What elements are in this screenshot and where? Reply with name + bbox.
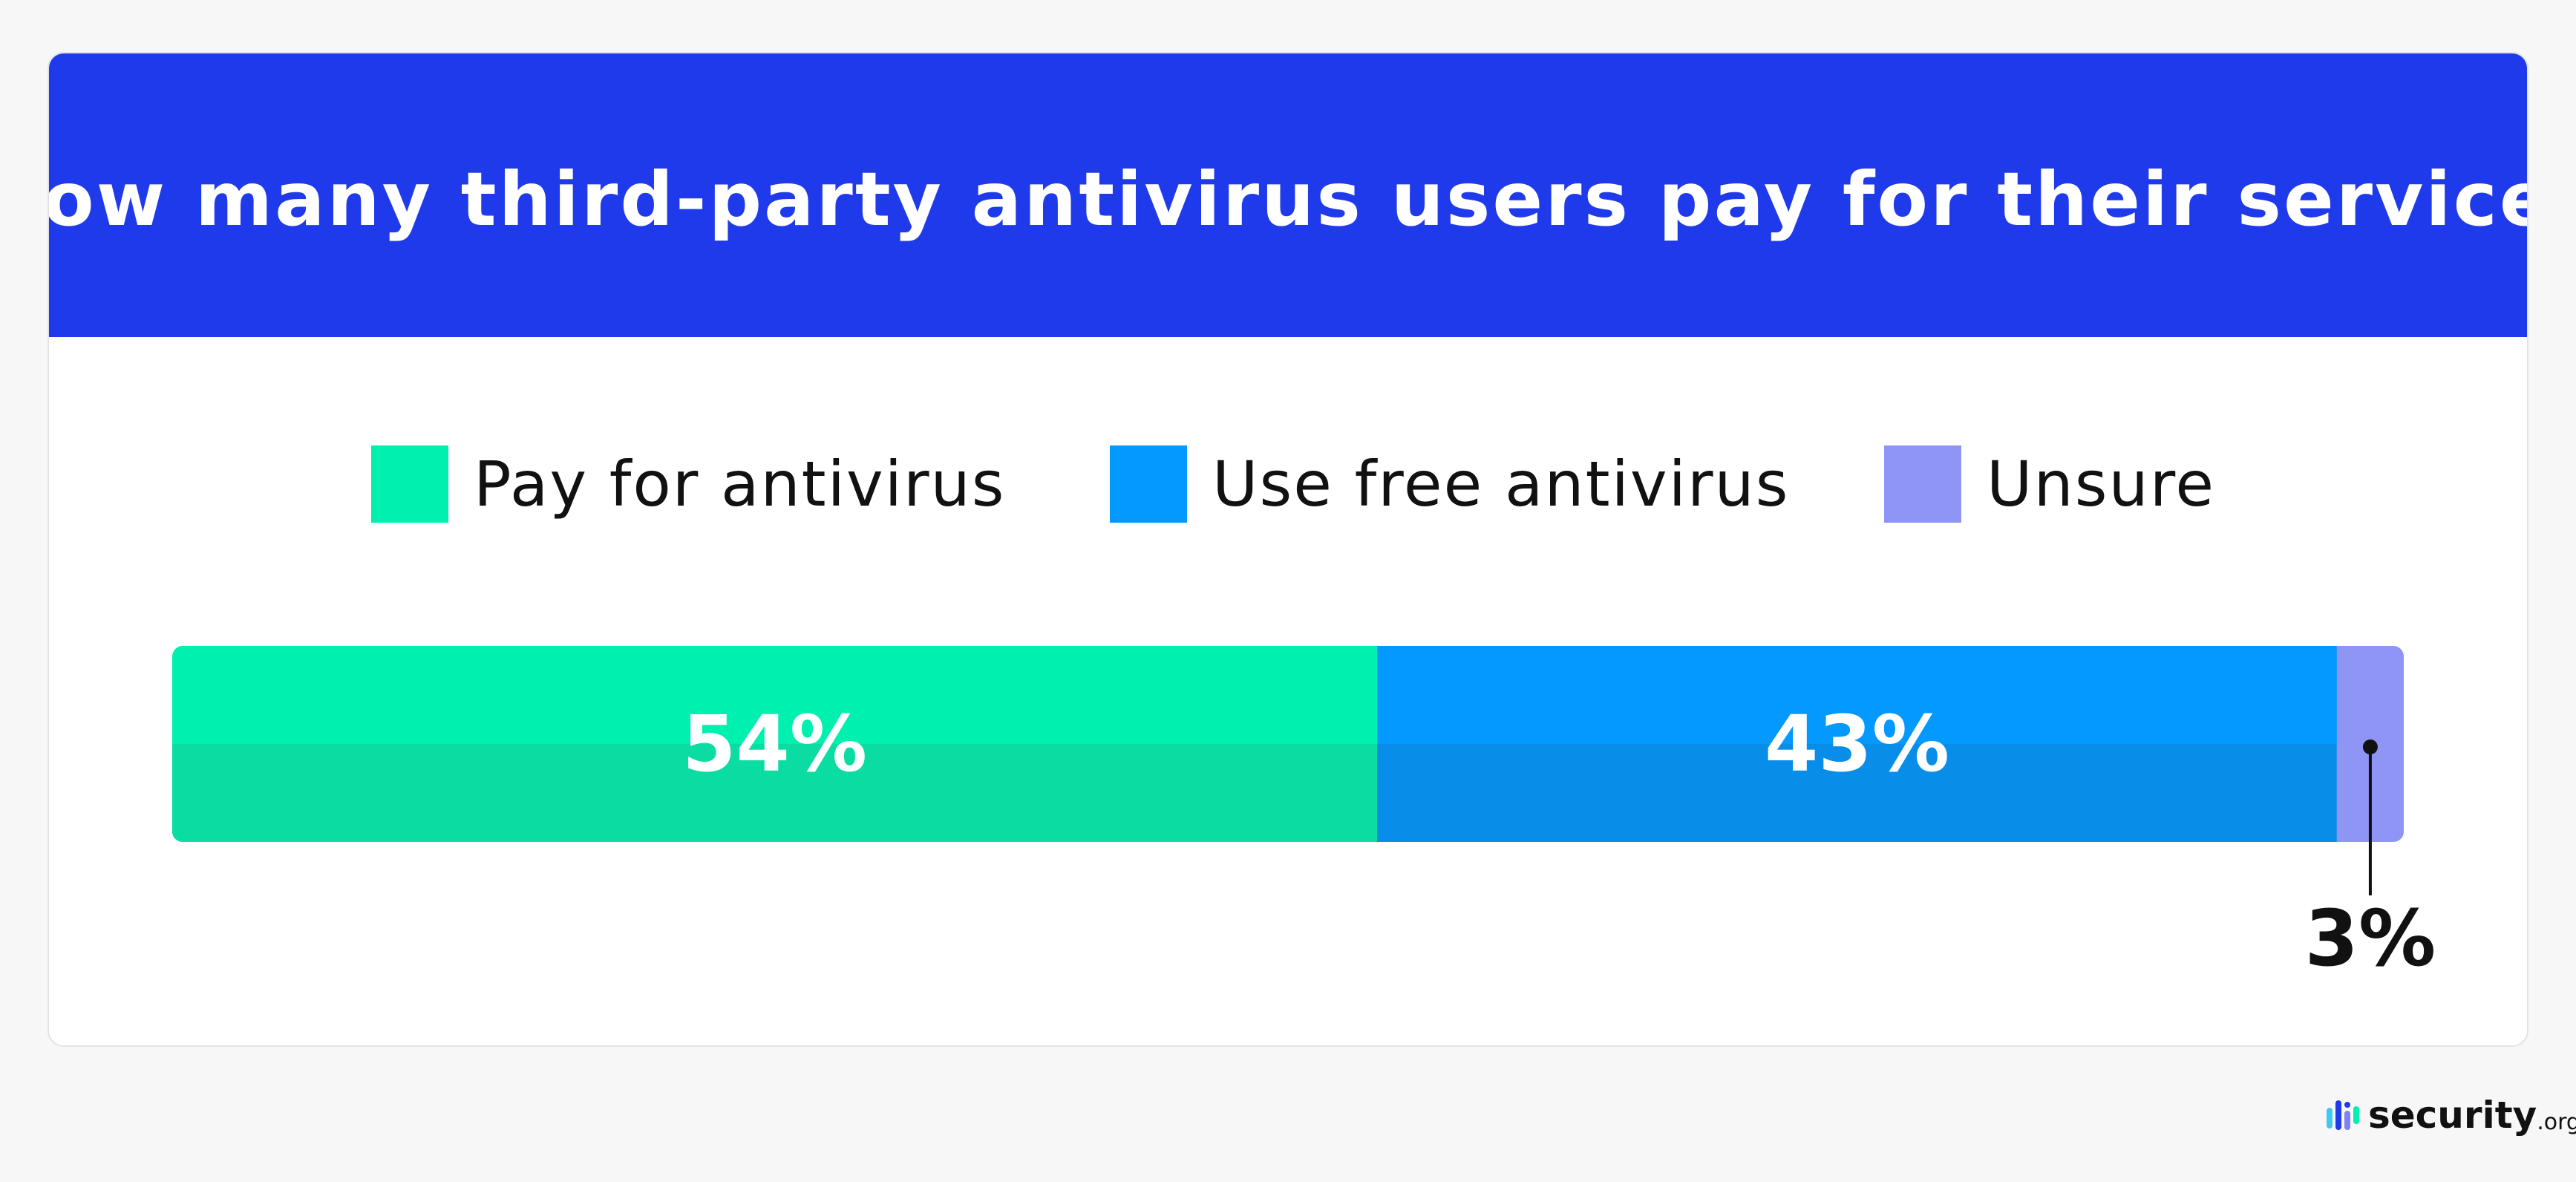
bar-segment-shade-use-free-antivirus: [1377, 744, 2338, 842]
data-label-unsure: 3%: [2305, 893, 2436, 984]
chart-card: How many third-party antivirus users pay…: [48, 52, 2528, 1047]
bar-group: [172, 646, 2404, 842]
legend-swatch-unsure: [1884, 445, 1961, 523]
data-label-pay-for-antivirus: 54%: [682, 699, 867, 789]
brand-logo: security .org: [2325, 1093, 2576, 1137]
bar-segment-shade-pay-for-antivirus: [172, 744, 1378, 842]
legend-swatch-pay: [371, 445, 448, 523]
legend-item-pay: Pay for antivirus: [371, 445, 1006, 523]
legend-label-free: Use free antivirus: [1212, 448, 1790, 520]
legend-label-unsure: Unsure: [1987, 448, 2216, 520]
legend-item-free: Use free antivirus: [1110, 445, 1790, 523]
chart-title: How many third-party antivirus users pay…: [48, 155, 2528, 243]
legend-item-unsure: Unsure: [1884, 445, 2215, 523]
legend-swatch-free: [1110, 445, 1187, 523]
brand-name: security: [2368, 1094, 2537, 1137]
data-label-use-free-antivirus: 43%: [1765, 699, 1949, 789]
chart-header: How many third-party antivirus users pay…: [49, 53, 2527, 337]
legend-label-pay: Pay for antivirus: [474, 448, 1006, 520]
brand-tld: .org: [2537, 1108, 2576, 1135]
security-org-logo-icon: [2327, 1100, 2359, 1130]
